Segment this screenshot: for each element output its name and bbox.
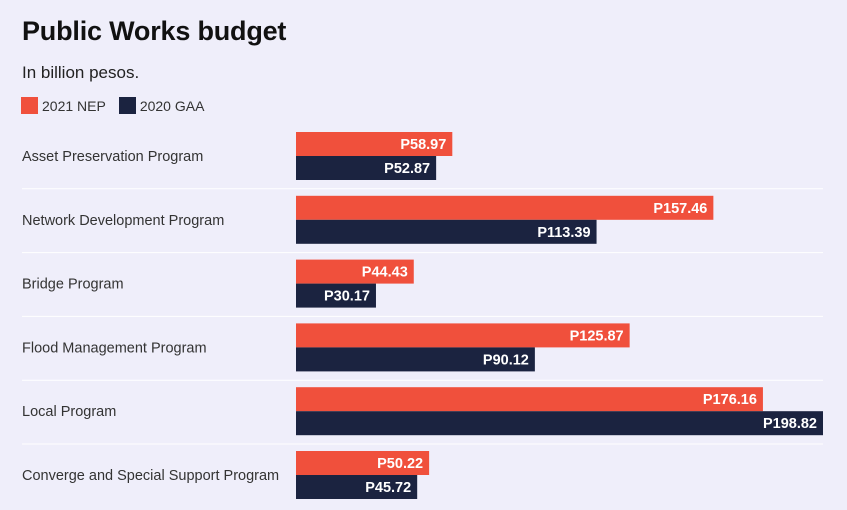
data-label-2020-gaa-flood-management-program: P90.12 [483,352,529,368]
bar-2020-gaa-converge-and-special-support-program [296,475,418,499]
bar-2021-nep-local-program [296,387,763,412]
legend-item-2020-gaa: 2020 GAA [118,97,205,114]
category-label-local-program: Local Program [22,404,116,420]
bar-2020-gaa-asset-preservation-program [296,156,437,180]
data-label-2021-nep-asset-preservation-program: P58.97 [400,137,446,153]
bar-2021-nep-network-development-program [296,195,714,220]
bar-2020-gaa-network-development-program [296,219,597,244]
legend-label-2020-gaa: 2020 GAA [139,97,205,114]
data-label-2021-nep-network-development-program: P157.46 [653,201,707,217]
data-label-2021-nep-local-program: P176.16 [703,392,757,408]
category-label-converge-and-special-support-program: Converge and Special Support Program [22,468,279,484]
bar-2020-gaa-bridge-program [296,283,376,308]
legend-swatch-2020-gaa [118,97,136,114]
data-label-2020-gaa-converge-and-special-support-program: P45.72 [365,480,411,496]
legend: 2021 NEP 2020 GAA [21,97,217,114]
data-label-2021-nep-converge-and-special-support-program: P50.22 [377,456,423,472]
legend-item-2021-nep: 2021 NEP [21,97,106,114]
category-label-flood-management-program: Flood Management Program [22,340,207,356]
chart-title: Public Works budget [22,16,287,46]
data-label-2020-gaa-asset-preservation-program: P52.87 [384,161,430,177]
bar-2021-nep-flood-management-program [296,323,630,348]
legend-label-2021-nep: 2021 NEP [42,97,106,114]
bar-2021-nep-asset-preservation-program [296,132,453,156]
category-label-network-development-program: Network Development Program [22,213,224,229]
data-label-2020-gaa-network-development-program: P113.39 [537,225,590,241]
data-label-2021-nep-flood-management-program: P125.87 [570,328,624,344]
data-label-2021-nep-bridge-program: P44.43 [362,265,408,281]
category-label-asset-preservation-program: Asset Preservation Program [22,149,203,165]
category-label-bridge-program: Bridge Program [22,277,124,293]
data-label-2020-gaa-bridge-program: P30.17 [324,289,370,305]
chart-subtitle: In billion pesos. [22,63,140,82]
legend-swatch-2021-nep [21,97,38,114]
bar-2020-gaa-local-program [296,411,823,436]
data-label-2020-gaa-local-program: P198.82 [763,416,817,432]
bar-2021-nep-bridge-program [296,259,414,284]
bar-2021-nep-converge-and-special-support-program [296,451,430,475]
bar-2020-gaa-flood-management-program [296,347,535,372]
